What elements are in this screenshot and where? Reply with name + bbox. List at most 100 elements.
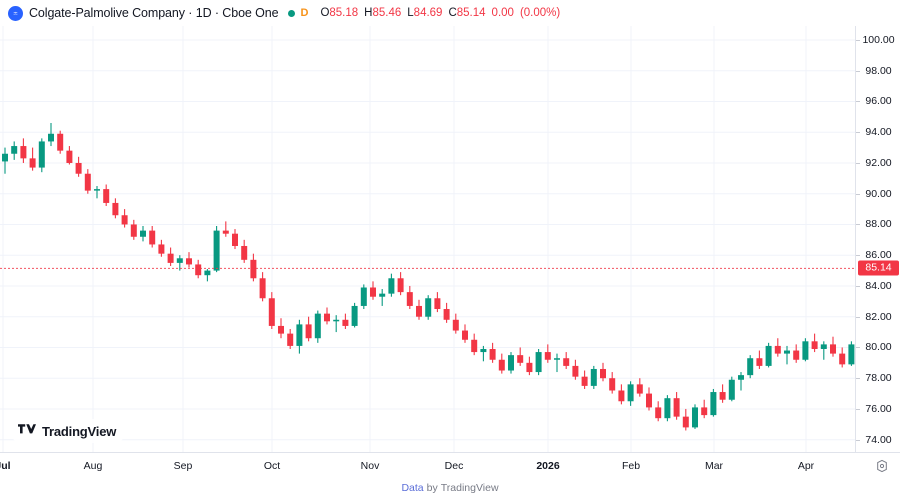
current-price-badge[interactable]: 85.14 <box>858 260 899 276</box>
candle <box>94 186 100 199</box>
candle <box>793 344 800 363</box>
candle <box>774 338 781 357</box>
candle <box>204 269 211 282</box>
time-tick: Dec <box>444 460 464 472</box>
candle-body <box>222 230 229 234</box>
candle-body <box>784 350 790 354</box>
candle <box>140 226 146 242</box>
candle <box>517 347 524 366</box>
time-axis[interactable]: Jul Aug Sep Oct Nov Dec 2026 Feb Mar Apr <box>0 452 900 478</box>
candle <box>250 253 257 282</box>
high-label: H <box>364 7 373 19</box>
candle-body <box>774 345 781 354</box>
candle-body <box>627 384 634 402</box>
candle-body <box>232 233 238 246</box>
candle-body <box>167 253 174 263</box>
time-tick: Aug <box>83 460 103 472</box>
candle <box>29 147 36 171</box>
candle <box>738 372 744 391</box>
market-status-dot <box>288 9 296 17</box>
watermark-label: TradingView <box>42 423 117 439</box>
candle <box>489 342 496 363</box>
tradingview-watermark: TradingView <box>10 419 127 443</box>
candle <box>268 292 275 330</box>
candle <box>48 122 54 147</box>
price-tick-dash <box>856 316 860 318</box>
candle <box>848 341 855 366</box>
candle <box>701 399 708 419</box>
price-tick: 74.00 <box>856 434 900 446</box>
candle-body <box>333 319 340 322</box>
price-tick-dash <box>856 39 860 41</box>
candle-body <box>314 313 321 339</box>
price-tick: 76.00 <box>856 403 900 415</box>
candle <box>158 239 165 257</box>
candle <box>443 302 450 323</box>
candle <box>11 141 18 160</box>
candle-body <box>48 133 54 142</box>
candle-body <box>572 365 579 377</box>
close-value: 85.14 <box>456 7 486 19</box>
price-tick: 86.00 <box>856 249 900 261</box>
candle <box>186 252 192 268</box>
price-axis[interactable]: 102.00100.0098.0096.0094.0092.0090.0088.… <box>855 0 900 452</box>
candle-body <box>682 416 689 428</box>
candle-body <box>20 146 27 159</box>
candle <box>370 281 376 300</box>
open-value: 85.18 <box>329 7 359 19</box>
candle <box>471 333 478 356</box>
price-tick: 88.00 <box>856 218 900 230</box>
data-link[interactable]: Data <box>401 482 424 494</box>
candle <box>176 255 183 271</box>
footer-brand: TradingView <box>440 482 499 494</box>
candle-body <box>563 358 570 366</box>
footer-by-text: by <box>426 482 438 494</box>
candle <box>618 384 625 405</box>
candle <box>526 356 533 376</box>
candle <box>305 316 312 342</box>
price-tick: 84.00 <box>856 280 900 292</box>
candle <box>655 401 662 422</box>
candle <box>241 239 248 263</box>
candle <box>333 315 340 333</box>
price-tick-dash <box>856 255 860 257</box>
candle <box>710 388 717 417</box>
candle-body <box>2 153 8 162</box>
candle-body <box>839 353 846 365</box>
symbol-title[interactable]: Colgate-Palmolive Company · 1D · Cboe On… <box>29 6 279 20</box>
candle-body <box>360 287 367 306</box>
price-tick-dash <box>856 347 860 349</box>
candle <box>351 302 358 328</box>
price-tick: 78.00 <box>856 372 900 384</box>
candle-body <box>416 305 422 317</box>
candle-body <box>29 158 36 168</box>
candle <box>600 362 606 382</box>
candle <box>416 299 422 320</box>
price-tick-dash <box>856 408 860 410</box>
candle-body <box>176 258 183 263</box>
candle-body <box>241 245 248 260</box>
chart-legend: Colgate-Palmolive Company · 1D · Cboe On… <box>0 0 900 26</box>
time-tick: Feb <box>621 460 641 472</box>
candle <box>296 319 303 354</box>
candle-body <box>296 324 303 346</box>
candle <box>646 387 652 411</box>
interval-badge[interactable]: D <box>300 7 309 19</box>
candle <box>121 209 128 228</box>
price-tick-dash <box>856 224 860 226</box>
candle-body <box>526 362 533 373</box>
axis-settings-icon[interactable] <box>874 458 890 474</box>
candle-body <box>140 230 146 237</box>
candle-body <box>38 141 45 168</box>
candle-body <box>94 189 100 191</box>
candle-body <box>462 330 468 340</box>
candle-body <box>535 352 542 373</box>
chart-plot-area[interactable] <box>0 0 855 452</box>
candlestick-svg <box>0 0 855 452</box>
candle-body <box>728 379 735 400</box>
candle <box>636 378 643 397</box>
candle-body <box>471 339 478 353</box>
candle <box>406 285 413 310</box>
candle-body <box>452 319 459 331</box>
